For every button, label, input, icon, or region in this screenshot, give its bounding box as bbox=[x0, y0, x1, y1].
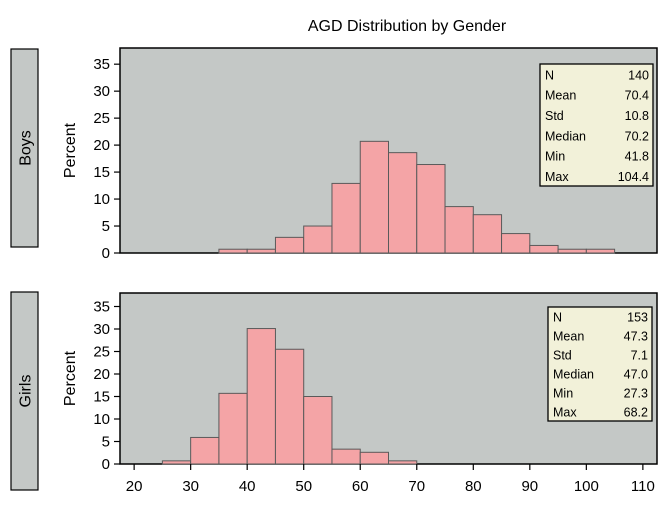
y-tick-label: 30 bbox=[93, 321, 110, 338]
y-axis-label: Percent bbox=[62, 122, 79, 178]
stat-value: 27.3 bbox=[624, 386, 648, 400]
y-tick-label: 5 bbox=[102, 218, 110, 235]
stat-name: Median bbox=[545, 129, 586, 143]
histogram-bar bbox=[359, 140, 390, 254]
stat-name: N bbox=[545, 68, 554, 82]
y-tick-label: 25 bbox=[93, 344, 110, 361]
stat-value: 70.4 bbox=[625, 89, 649, 103]
histogram-bar bbox=[218, 392, 248, 465]
stats-box: N 140 Mean 70.4 Std 10.8 Median 70.2 Min 41.8 Max 1… bbox=[539, 63, 654, 187]
histogram-bar bbox=[529, 244, 559, 254]
histogram-bar bbox=[388, 460, 418, 465]
panel-boys: 0 5 10 15 20 25 30 35 Percent Boys N 140 Mean 70.4 Std… bbox=[10, 47, 658, 262]
histogram-bar bbox=[585, 248, 616, 254]
stat-name: Min bbox=[545, 150, 565, 164]
histogram-bar bbox=[218, 248, 248, 254]
histogram-bar bbox=[161, 460, 192, 465]
histogram-bar bbox=[472, 214, 503, 254]
x-tick-label: 80 bbox=[465, 478, 482, 495]
x-tick-label: 20 bbox=[126, 478, 143, 495]
stat-name: N bbox=[553, 310, 562, 324]
histogram-bar bbox=[274, 236, 305, 254]
histogram-bar bbox=[303, 396, 333, 465]
stat-name: Min bbox=[553, 386, 573, 400]
histogram-bar bbox=[557, 248, 587, 254]
x-tick-label: 30 bbox=[182, 478, 199, 495]
stat-name: Std bbox=[545, 109, 564, 123]
histogram-bar bbox=[388, 152, 418, 254]
x-axis: 20 30 40 50 60 70 80 90 100 110 bbox=[126, 464, 655, 495]
y-tick-label: 25 bbox=[93, 110, 110, 127]
stat-name: Mean bbox=[545, 89, 576, 103]
stat-value: 41.8 bbox=[625, 150, 649, 164]
histogram-bar bbox=[444, 206, 474, 254]
y-tick-label: 0 bbox=[102, 456, 110, 473]
x-tick-label: 90 bbox=[521, 478, 538, 495]
y-tick-label: 20 bbox=[93, 366, 110, 383]
histogram-bar bbox=[274, 348, 305, 465]
stat-name: Std bbox=[553, 348, 572, 362]
stat-value: 10.8 bbox=[625, 109, 649, 123]
y-tick-label: 30 bbox=[93, 83, 110, 100]
y-tick-label: 35 bbox=[93, 299, 110, 316]
y-tick-label: 15 bbox=[93, 164, 110, 181]
panel-label: Boys bbox=[18, 130, 35, 166]
y-tick-label: 15 bbox=[93, 389, 110, 406]
chart-title: AGD Distribution by Gender bbox=[308, 18, 507, 35]
panel-label: Girls bbox=[18, 375, 35, 408]
histogram-bar bbox=[501, 233, 531, 254]
y-tick-label: 10 bbox=[93, 191, 110, 208]
y-tick-label: 5 bbox=[102, 434, 110, 451]
stat-value: 153 bbox=[627, 310, 648, 324]
stat-name: Max bbox=[553, 405, 577, 419]
stat-name: Mean bbox=[553, 329, 584, 343]
y-tick-label: 20 bbox=[93, 137, 110, 154]
histogram-bar bbox=[416, 164, 446, 254]
x-tick-label: 50 bbox=[295, 478, 312, 495]
x-tick-label: 40 bbox=[239, 478, 256, 495]
stat-value: 7.1 bbox=[631, 348, 648, 362]
stat-value: 47.0 bbox=[624, 367, 648, 381]
stat-name: Median bbox=[553, 367, 594, 381]
panel-label-box bbox=[10, 291, 39, 491]
y-tick-label: 35 bbox=[93, 56, 110, 73]
x-tick-label: 60 bbox=[352, 478, 369, 495]
histogram-bar bbox=[303, 225, 333, 254]
x-tick-label: 70 bbox=[408, 478, 425, 495]
stat-value: 47.3 bbox=[624, 329, 648, 343]
histogram-bar bbox=[190, 436, 220, 465]
histogram-bar bbox=[359, 451, 390, 465]
histogram-bar bbox=[331, 448, 361, 465]
histogram-bar bbox=[246, 248, 276, 254]
stat-value: 104.4 bbox=[618, 170, 649, 184]
panel-label-box bbox=[10, 48, 39, 248]
panel-girls: 0 5 10 15 20 25 30 35 Percent Girls N 153 Mean 47.3 St… bbox=[10, 291, 658, 491]
y-tick-label: 10 bbox=[93, 411, 110, 428]
x-tick-label: 110 bbox=[631, 478, 655, 495]
y-axis-label: Percent bbox=[62, 350, 79, 406]
stat-name: Max bbox=[545, 170, 569, 184]
stats-box: N 153 Mean 47.3 Std 7.1 Median 47.0 Min 27.3 Max 68… bbox=[547, 306, 653, 422]
x-tick-label: 100 bbox=[574, 478, 599, 495]
stat-value: 70.2 bbox=[625, 129, 649, 143]
y-tick-label: 0 bbox=[102, 245, 110, 262]
stat-value: 140 bbox=[628, 68, 649, 82]
stat-value: 68.2 bbox=[624, 405, 648, 419]
histogram-bar bbox=[246, 328, 276, 465]
histogram-bar bbox=[331, 182, 361, 254]
